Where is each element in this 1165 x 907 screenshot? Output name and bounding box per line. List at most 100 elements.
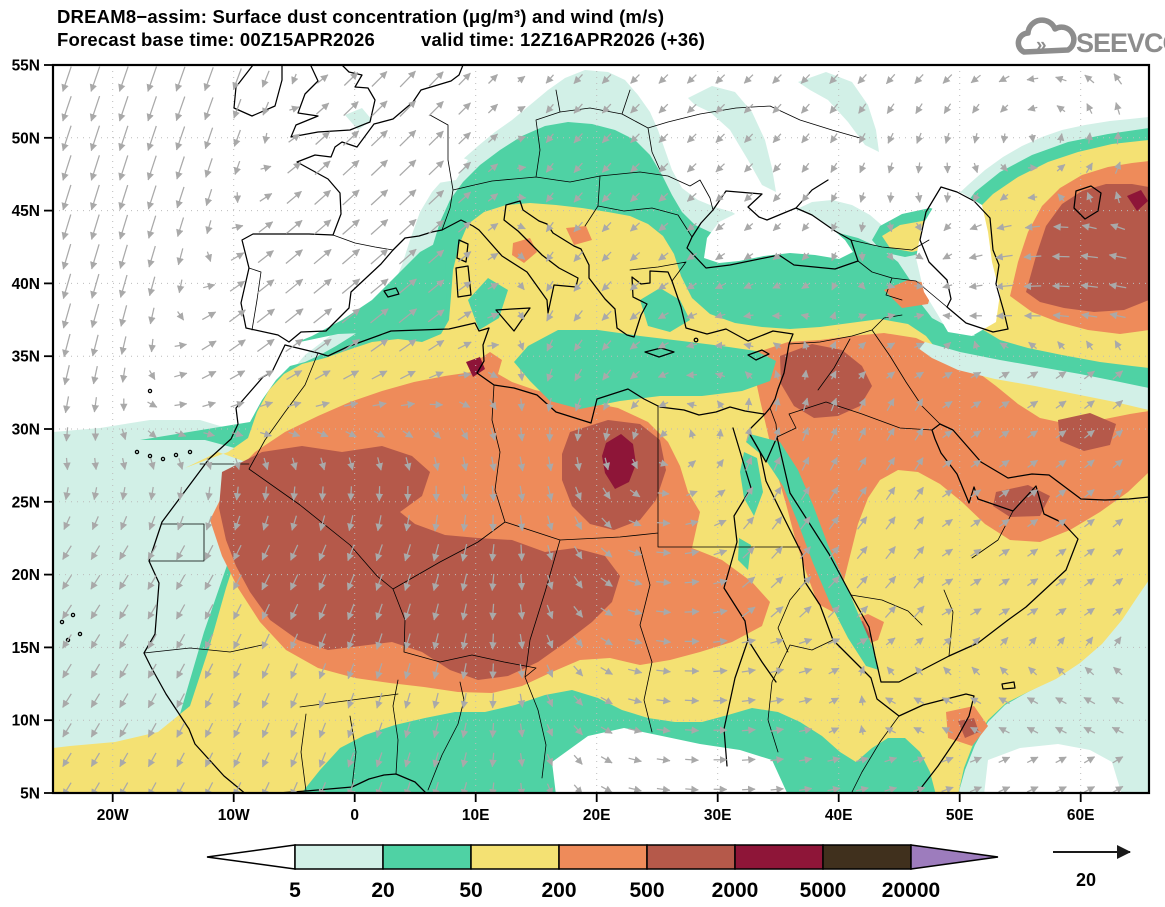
island-corsica — [456, 239, 469, 263]
wind-vector-arrow — [61, 66, 72, 92]
wind-vector-arrow — [770, 637, 785, 646]
wind-vector-arrow — [517, 105, 526, 114]
wind-vector-arrow — [632, 428, 640, 440]
coast-north-africa — [284, 322, 765, 424]
wind-vector-arrow — [914, 342, 925, 350]
wind-vector-arrow — [686, 282, 698, 290]
wind-vector-arrow — [941, 578, 954, 587]
wind-vector-arrow — [941, 697, 953, 705]
wind-vector-arrow — [118, 244, 128, 269]
wind-vector-arrow — [971, 162, 979, 174]
wind-vector-arrow — [290, 663, 298, 679]
wind-vector-arrow — [630, 399, 640, 410]
wind-vector-arrow — [118, 155, 129, 181]
wind-vector-arrow — [601, 517, 612, 529]
wind-vector-arrow — [995, 253, 1013, 261]
wind-vector-arrow — [1055, 697, 1067, 705]
island-crete — [644, 347, 675, 358]
wind-vector-arrow — [859, 162, 867, 174]
wind-vector-arrow — [914, 73, 924, 85]
wind-vector-arrow — [459, 400, 471, 408]
wind-vector-arrow — [204, 604, 214, 620]
wind-vector-arrow — [715, 163, 725, 173]
wind-vector-arrow — [1085, 132, 1093, 144]
wind-vector-arrow — [714, 489, 726, 498]
wind-vector-arrow — [313, 248, 332, 265]
wind-vector-arrow — [61, 574, 73, 590]
wind-vector-arrow — [885, 637, 896, 646]
wind-vector-arrow — [1084, 429, 1095, 439]
wind-vector-arrow — [713, 667, 728, 675]
wind-vector-arrow — [1055, 726, 1067, 734]
wind-vector-arrow — [686, 103, 697, 114]
coast-caspian — [919, 186, 1009, 333]
wind-vector-arrow — [971, 637, 981, 646]
wind-vector-arrow — [428, 130, 444, 146]
wind-vector-arrow — [1111, 726, 1124, 734]
wind-vector-arrow — [573, 133, 583, 144]
wind-vector-arrow — [772, 103, 782, 114]
lon-tick-label: 20E — [583, 807, 611, 824]
wind-vector-arrow — [146, 96, 157, 122]
wind-vector-arrow — [318, 782, 327, 793]
wind-vector-arrow — [229, 309, 246, 323]
wind-vector-arrow — [574, 516, 583, 530]
wind-vector-arrow — [457, 251, 472, 263]
wind-vector-arrow — [857, 665, 866, 676]
wind-vector-arrow — [370, 219, 389, 235]
wind-vector-arrow — [487, 163, 499, 173]
wind-vector-arrow — [204, 693, 214, 709]
wind-vector-arrow — [799, 576, 812, 589]
country-borders — [143, 89, 1014, 793]
wind-vector-arrow — [546, 664, 554, 678]
wind-vector-arrow — [600, 667, 613, 675]
wind-vector-arrow — [1028, 341, 1037, 350]
wind-vector-arrow — [233, 160, 241, 175]
wind-vector-arrow — [913, 575, 925, 589]
coast-france-med — [392, 229, 443, 251]
wind-vector-arrow — [941, 518, 953, 528]
wind-vector-arrow — [458, 161, 472, 174]
wind-vector-arrow — [432, 752, 440, 768]
wind-vector-arrow — [63, 396, 71, 414]
wind-vector-arrow — [772, 222, 782, 232]
wind-vector-arrow — [884, 605, 897, 619]
wind-vector-arrow — [545, 251, 554, 262]
wind-vector-arrow — [656, 667, 671, 675]
wind-vector-arrow — [203, 430, 215, 438]
wind-vector-arrow — [204, 663, 214, 679]
wind-vector-arrow — [715, 193, 725, 202]
wind-vector-arrow — [857, 313, 867, 321]
wind-vector-arrow — [1080, 282, 1098, 290]
wind-vector-arrow — [1027, 400, 1039, 409]
wind-vector-arrow — [118, 184, 129, 211]
wind-vector-arrow — [517, 427, 526, 442]
wind-vector-arrow — [232, 98, 242, 119]
wind-vector-arrow — [943, 103, 952, 114]
wind-vector-arrow — [428, 371, 444, 379]
wind-vector-arrow — [942, 312, 952, 320]
wind-vector-arrow — [290, 633, 299, 650]
wind-vector-arrow — [400, 370, 416, 380]
wind-vector-arrow — [1083, 756, 1096, 764]
colorbar-cell — [646, 844, 736, 870]
wind-vector-arrow — [315, 131, 331, 145]
wind-vector-arrow — [258, 221, 274, 233]
wind-vector-arrow — [1028, 134, 1036, 143]
wind-vector-arrow — [829, 370, 837, 380]
wind-vector-arrow — [517, 193, 527, 201]
wind-vector-arrow — [829, 133, 838, 144]
wind-vector-arrow — [489, 693, 497, 709]
wind-vector-arrow — [743, 342, 754, 350]
wind-vector-arrow — [573, 280, 583, 292]
wind-vector-arrow — [147, 276, 156, 297]
coast-red-sea-horn — [747, 430, 975, 793]
wind-vector-arrow — [61, 95, 72, 122]
wind-vector-arrow — [344, 400, 359, 409]
wind-vector-arrow — [1056, 164, 1066, 172]
wind-vector-arrow — [1027, 548, 1039, 557]
wind-vector-arrow — [399, 129, 417, 147]
wind-vector-arrow — [830, 397, 838, 412]
wind-vector-arrow — [628, 756, 642, 764]
wind-vector-arrow — [546, 574, 554, 590]
